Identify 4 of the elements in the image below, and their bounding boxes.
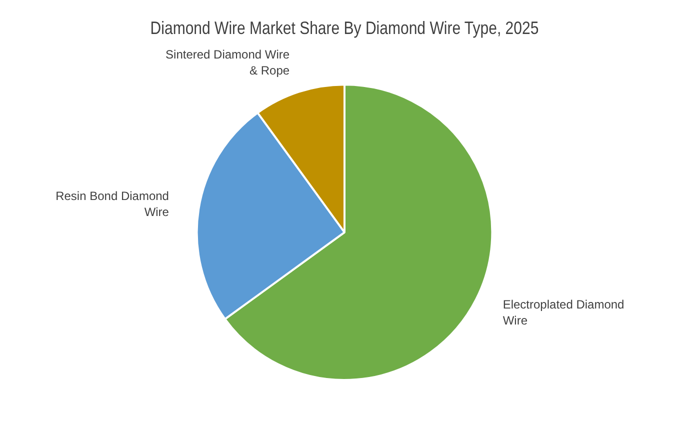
chart-title: Diamond Wire Market Share By Diamond Wire Type, 2025 xyxy=(150,17,539,38)
slice-label: Resin Bond Diamond Wire xyxy=(56,188,170,219)
slice-label: Sintered Diamond Wire & Rope xyxy=(166,48,290,78)
slice-label: Electroplated Diamond Wire xyxy=(502,297,624,328)
